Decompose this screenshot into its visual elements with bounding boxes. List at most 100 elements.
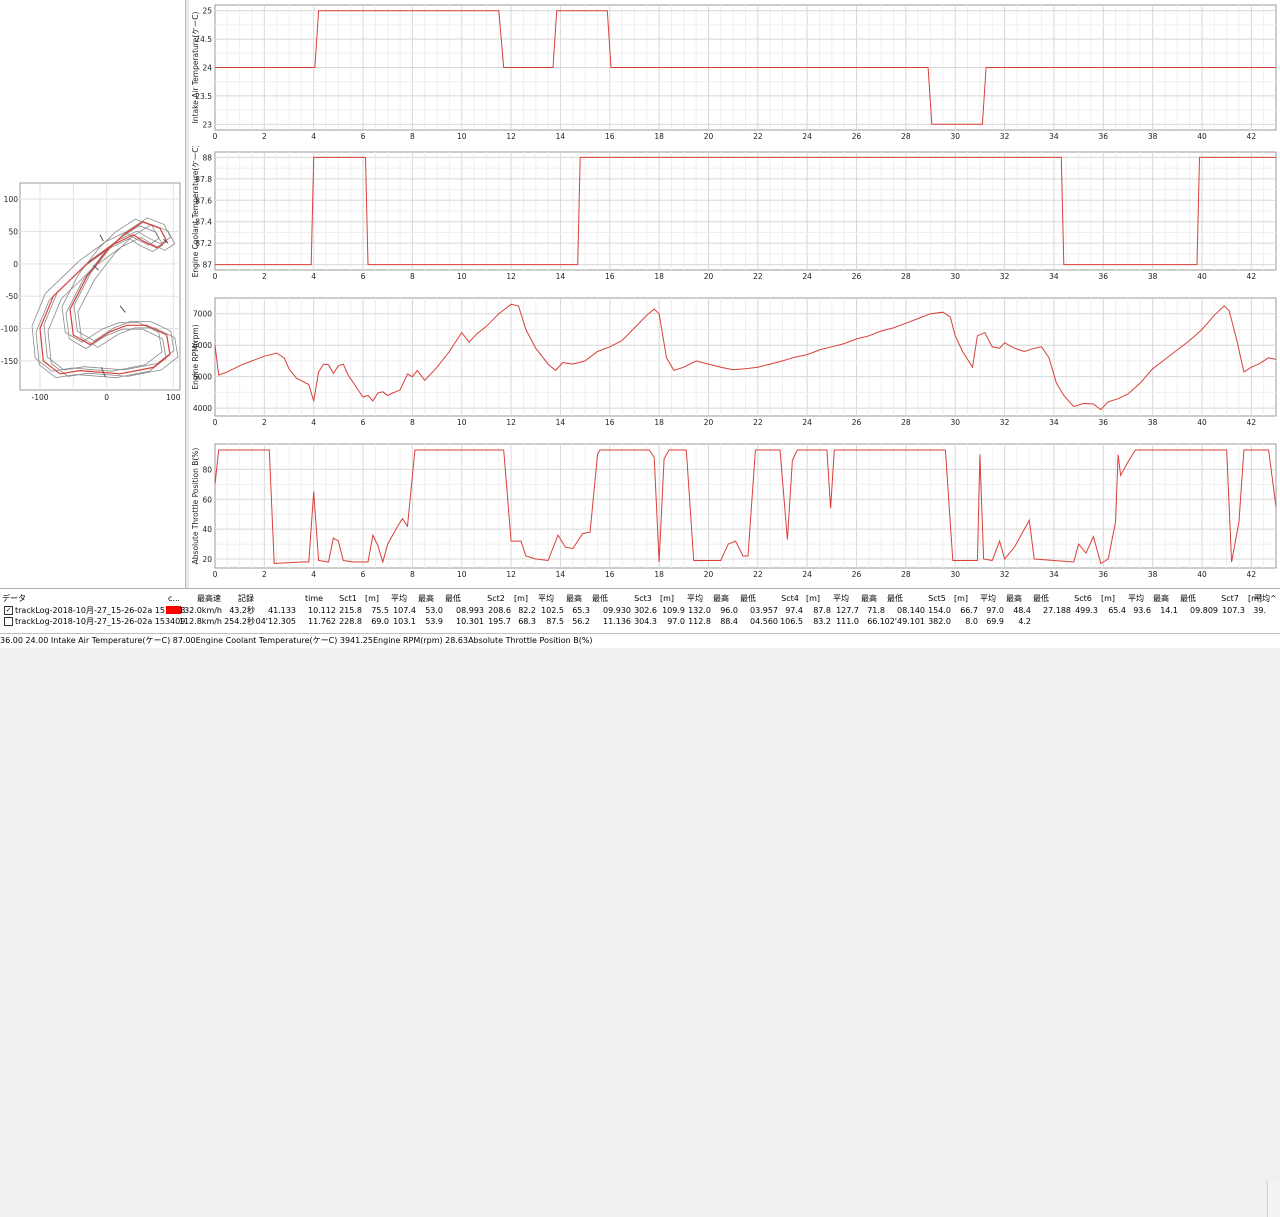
- table-cell: 195.7: [488, 617, 511, 626]
- column-header[interactable]: 記録: [238, 594, 254, 603]
- column-header[interactable]: 平均: [687, 594, 703, 603]
- column-header[interactable]: 平均: [980, 594, 996, 603]
- column-header[interactable]: time: [304, 594, 324, 603]
- table-cell: 109.9: [662, 606, 685, 615]
- pane-splitter[interactable]: [185, 0, 189, 588]
- column-header[interactable]: 最低: [740, 594, 756, 603]
- column-header[interactable]: 最低: [1180, 594, 1196, 603]
- x-tick-label: 24: [802, 570, 812, 579]
- y-tick-label: 87.8: [195, 175, 212, 184]
- x-tick-label: 10: [457, 272, 467, 281]
- table-cell: 27.188: [1043, 606, 1071, 615]
- column-header[interactable]: Sct7: [1221, 594, 1239, 603]
- y-tick-label: 24.5: [195, 35, 212, 44]
- column-header[interactable]: Sct4: [781, 594, 799, 603]
- table-cell: 11.762: [308, 617, 336, 626]
- row-name: trackLog-2018-10月-27_15-26-02a 153328: [15, 606, 186, 615]
- table-cell: 65.3: [572, 606, 590, 615]
- column-header[interactable]: 最高: [713, 594, 729, 603]
- x-tick-label: 0: [104, 393, 109, 402]
- column-header[interactable]: 平均^: [1254, 594, 1277, 603]
- x-tick-label: 8: [410, 132, 415, 141]
- column-header[interactable]: Sct3: [634, 594, 652, 603]
- x-tick-label: 22: [753, 272, 763, 281]
- sector-marker: [92, 264, 100, 271]
- column-header[interactable]: 平均: [1128, 594, 1144, 603]
- column-header[interactable]: [m]: [1247, 594, 1263, 603]
- y-tick-label: 87.4: [195, 218, 212, 227]
- x-tick-label: 42: [1247, 132, 1257, 141]
- y-tick-label: 0: [13, 260, 18, 269]
- column-header[interactable]: Sct6: [1074, 594, 1092, 603]
- column-header[interactable]: 平均: [833, 594, 849, 603]
- table-cell: 03.957: [750, 606, 778, 615]
- y-tick-label: 4000: [193, 404, 212, 413]
- table-cell: 65.4: [1108, 606, 1126, 615]
- x-tick-label: 20: [704, 418, 714, 427]
- column-header[interactable]: Sct1: [339, 594, 357, 603]
- column-header[interactable]: 最高: [1153, 594, 1169, 603]
- x-tick-label: 30: [950, 132, 960, 141]
- row-checkbox[interactable]: [4, 617, 13, 626]
- table-cell: 97.0: [667, 617, 685, 626]
- column-header[interactable]: 最低: [1033, 594, 1049, 603]
- x-tick-label: 12: [506, 570, 516, 579]
- x-tick-label: 0: [213, 418, 218, 427]
- x-tick-label: 16: [605, 272, 615, 281]
- y-tick-label: 7000: [193, 310, 212, 319]
- row-checkbox[interactable]: ✓: [4, 606, 13, 615]
- series-line: [215, 156, 1276, 266]
- column-header[interactable]: Sct2: [487, 594, 505, 603]
- column-header[interactable]: 最高: [1006, 594, 1022, 603]
- x-tick-label: 32: [1000, 272, 1010, 281]
- y-tick-label: 87.2: [195, 239, 212, 248]
- column-header[interactable]: [m]: [659, 594, 675, 603]
- table-cell: 69.9: [986, 617, 1004, 626]
- y-tick-label: 25: [202, 7, 212, 16]
- column-header[interactable]: 平均: [538, 594, 554, 603]
- column-header[interactable]: 平均: [391, 594, 407, 603]
- table-cell: 08.140: [897, 606, 925, 615]
- x-tick-label: 14: [556, 570, 566, 579]
- x-tick-label: 20: [704, 132, 714, 141]
- column-header[interactable]: c...: [168, 594, 181, 603]
- column-header[interactable]: [m]: [513, 594, 529, 603]
- table-cell: 8.0: [965, 617, 978, 626]
- column-header[interactable]: 最低: [887, 594, 903, 603]
- table-cell: 154.0: [928, 606, 951, 615]
- column-header[interactable]: 最高: [861, 594, 877, 603]
- column-header[interactable]: [m]: [805, 594, 821, 603]
- column-header[interactable]: 最高: [418, 594, 434, 603]
- column-header[interactable]: 最低: [445, 594, 461, 603]
- series-color-swatch[interactable]: [166, 606, 181, 614]
- column-header[interactable]: [m]: [953, 594, 969, 603]
- x-tick-label: 34: [1049, 570, 1059, 579]
- column-header[interactable]: 最高速: [197, 594, 221, 603]
- table-cell: 96.0: [720, 606, 738, 615]
- table-cell: 04.560: [750, 617, 778, 626]
- column-header[interactable]: 最高: [566, 594, 582, 603]
- y-tick-label: 20: [202, 555, 212, 564]
- track-map[interactable]: -100 0 100 100 50 0 -50 -100 -150: [0, 0, 185, 588]
- x-tick-label: 14: [556, 418, 566, 427]
- x-tick-label: 26: [852, 570, 862, 579]
- table-cell: 103.1: [393, 617, 416, 626]
- y-axis-label: Engine RPM(rpm): [191, 324, 200, 389]
- table-cell: 14.1: [1160, 606, 1178, 615]
- y-axis-label: Absolute Throttle Position B(%): [191, 448, 200, 565]
- table-cell: 66.7: [960, 606, 978, 615]
- x-tick-label: 2: [262, 132, 267, 141]
- column-header[interactable]: データ: [2, 594, 26, 603]
- table-cell: 82.2: [518, 606, 536, 615]
- table-cell: 11.136: [603, 617, 631, 626]
- column-header[interactable]: 最低: [592, 594, 608, 603]
- table-cell: 83.2: [813, 617, 831, 626]
- table-scrollbar[interactable]: [1267, 1181, 1279, 1217]
- column-header[interactable]: Sct5: [928, 594, 946, 603]
- column-header[interactable]: [m]: [364, 594, 380, 603]
- column-header[interactable]: [m]: [1100, 594, 1116, 603]
